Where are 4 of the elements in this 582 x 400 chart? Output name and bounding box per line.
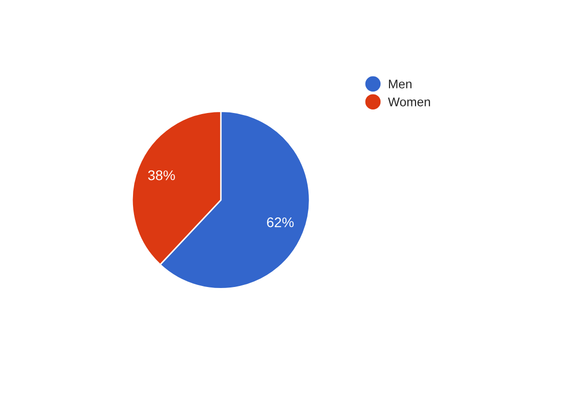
- data-label: 38%: [148, 170, 175, 180]
- legend-label: Men: [388, 80, 412, 88]
- data-label: 62%: [267, 217, 294, 228]
- legend-label: Women: [388, 98, 430, 106]
